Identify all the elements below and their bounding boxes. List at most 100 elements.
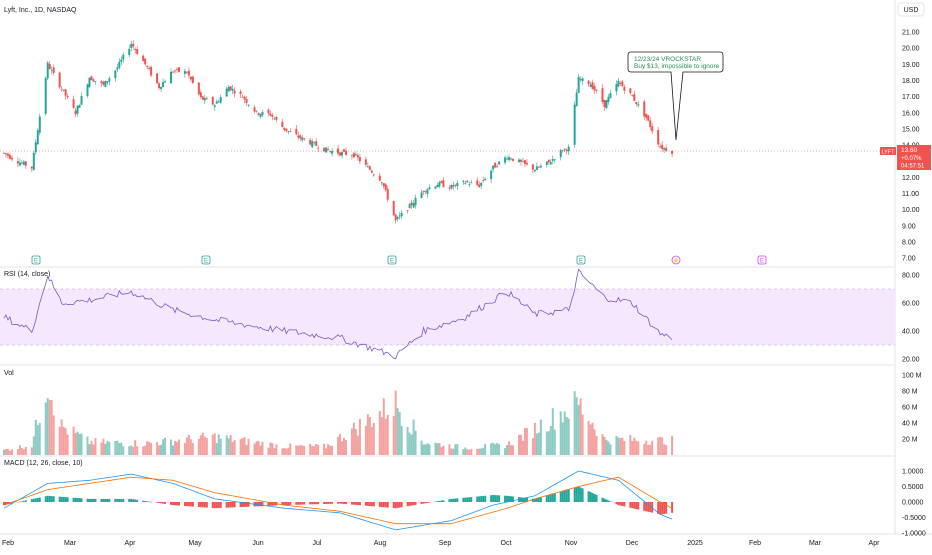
macd-hist-bar bbox=[396, 502, 399, 508]
candle-body bbox=[327, 149, 330, 151]
candle-body bbox=[545, 161, 548, 165]
volume-bar bbox=[539, 419, 542, 455]
volume-bar bbox=[663, 444, 666, 455]
macd-hist-bar bbox=[410, 502, 413, 506]
volume-bar bbox=[4, 448, 7, 455]
candle-body bbox=[239, 91, 242, 94]
candle-body bbox=[267, 109, 270, 114]
candle-body bbox=[259, 114, 262, 117]
macd-hist-bar bbox=[478, 496, 481, 502]
volume-bar bbox=[90, 440, 93, 455]
candle-body bbox=[384, 184, 387, 190]
volume-bar bbox=[164, 437, 167, 455]
volume-bar bbox=[408, 432, 411, 455]
candle-body bbox=[621, 81, 624, 87]
candle-body bbox=[102, 81, 105, 85]
candle-body bbox=[257, 112, 260, 115]
macd-hist-bar bbox=[533, 498, 536, 502]
volume-bar bbox=[22, 449, 25, 455]
currency-box[interactable] bbox=[897, 2, 925, 17]
time-tick-label: Sep bbox=[439, 540, 452, 547]
volume-bar bbox=[255, 441, 258, 455]
candle-body bbox=[339, 152, 342, 156]
candle-body bbox=[269, 113, 272, 116]
macd-hist-bar bbox=[438, 500, 441, 502]
candle-body bbox=[309, 139, 312, 145]
earnings-icon bbox=[201, 255, 211, 265]
macd-hist-bar bbox=[150, 501, 153, 503]
candle-body bbox=[253, 107, 256, 112]
macd-hist-bar bbox=[539, 497, 542, 502]
macd-hist-bar bbox=[452, 498, 455, 502]
macd-hist-bar bbox=[448, 499, 451, 502]
macd-hist-bar bbox=[341, 502, 344, 504]
macd-hist-bar bbox=[297, 502, 300, 505]
macd-hist-bar bbox=[661, 502, 664, 515]
volume-bar bbox=[62, 426, 65, 455]
price-tick-label: 17.00 bbox=[902, 94, 920, 101]
candle-body bbox=[607, 96, 610, 103]
macd-hist-bar bbox=[120, 498, 123, 502]
candle-body bbox=[343, 149, 345, 152]
macd-hist-bar bbox=[289, 502, 292, 505]
macd-hist-bar bbox=[160, 502, 163, 504]
macd-hist-bar bbox=[366, 502, 369, 506]
candle-body bbox=[241, 96, 244, 98]
macd-hist-bar bbox=[496, 495, 499, 502]
event-markers: E E E E ⚡ E bbox=[31, 255, 767, 265]
macd-hist-bar bbox=[233, 502, 236, 508]
candle-body bbox=[92, 79, 95, 82]
macd-hist-bar bbox=[547, 494, 550, 502]
volume-bar bbox=[400, 425, 403, 455]
candle-body bbox=[400, 212, 403, 217]
volume-bar bbox=[657, 437, 660, 455]
volume-bar bbox=[577, 404, 580, 455]
volume-bar bbox=[565, 417, 568, 455]
price-tag-countdown: 04:57:51 bbox=[901, 164, 925, 170]
candle-body bbox=[366, 166, 369, 168]
volume-bar bbox=[623, 441, 626, 455]
volume-bar bbox=[603, 436, 606, 455]
candle-body bbox=[535, 166, 538, 170]
candle-body bbox=[657, 130, 660, 145]
time-tick-label: Mar bbox=[809, 540, 822, 547]
idea-annotation[interactable]: 12/23/24 VROCKSTAR Buy $13, impossible t… bbox=[627, 51, 724, 141]
volume-bar bbox=[150, 442, 153, 455]
volume-bar bbox=[38, 423, 41, 455]
macd-hist-bar bbox=[128, 498, 131, 502]
time-tick-label: Apr bbox=[869, 540, 881, 547]
volume-bar bbox=[341, 441, 344, 455]
volume-bar bbox=[323, 443, 326, 455]
volume-bar bbox=[261, 441, 264, 455]
volume-bar bbox=[148, 441, 151, 455]
macd-hist-bar bbox=[561, 491, 564, 502]
macd-hist-bar bbox=[370, 502, 373, 507]
volume-bar bbox=[187, 434, 190, 455]
volume-bar bbox=[289, 443, 292, 455]
macd-hist-bar bbox=[649, 502, 652, 513]
macd-hist-bar bbox=[631, 502, 634, 509]
macd-hist-bar bbox=[470, 497, 473, 502]
macd-hist-bar bbox=[311, 502, 314, 505]
macd-hist-bar bbox=[386, 502, 389, 508]
volume-bar bbox=[470, 448, 473, 455]
candle-body bbox=[132, 43, 135, 47]
annotation-line1: 12/23/24 VROCKSTAR bbox=[634, 56, 701, 63]
volume-bar bbox=[370, 426, 373, 455]
macd-hist-bar bbox=[30, 499, 33, 502]
macd-hist-bar bbox=[354, 502, 357, 505]
volume-tick-label: 60 M bbox=[902, 405, 918, 412]
macd-hist-bar bbox=[671, 502, 674, 513]
macd-hist-bar bbox=[466, 497, 469, 502]
volume-bar bbox=[462, 449, 465, 455]
price-tick-label: 16.00 bbox=[902, 110, 920, 117]
macd-hist-bar bbox=[607, 500, 610, 502]
macd-hist-bar bbox=[205, 502, 208, 508]
volume-bar bbox=[337, 436, 340, 455]
macd-tick-label: 0.5000 bbox=[902, 484, 924, 491]
volume-tick-label: 80 M bbox=[902, 389, 918, 396]
macd-hist-bar bbox=[203, 502, 206, 508]
candle-body bbox=[484, 179, 487, 181]
volume-bar bbox=[512, 445, 515, 455]
macd-hist-bar bbox=[64, 497, 67, 502]
